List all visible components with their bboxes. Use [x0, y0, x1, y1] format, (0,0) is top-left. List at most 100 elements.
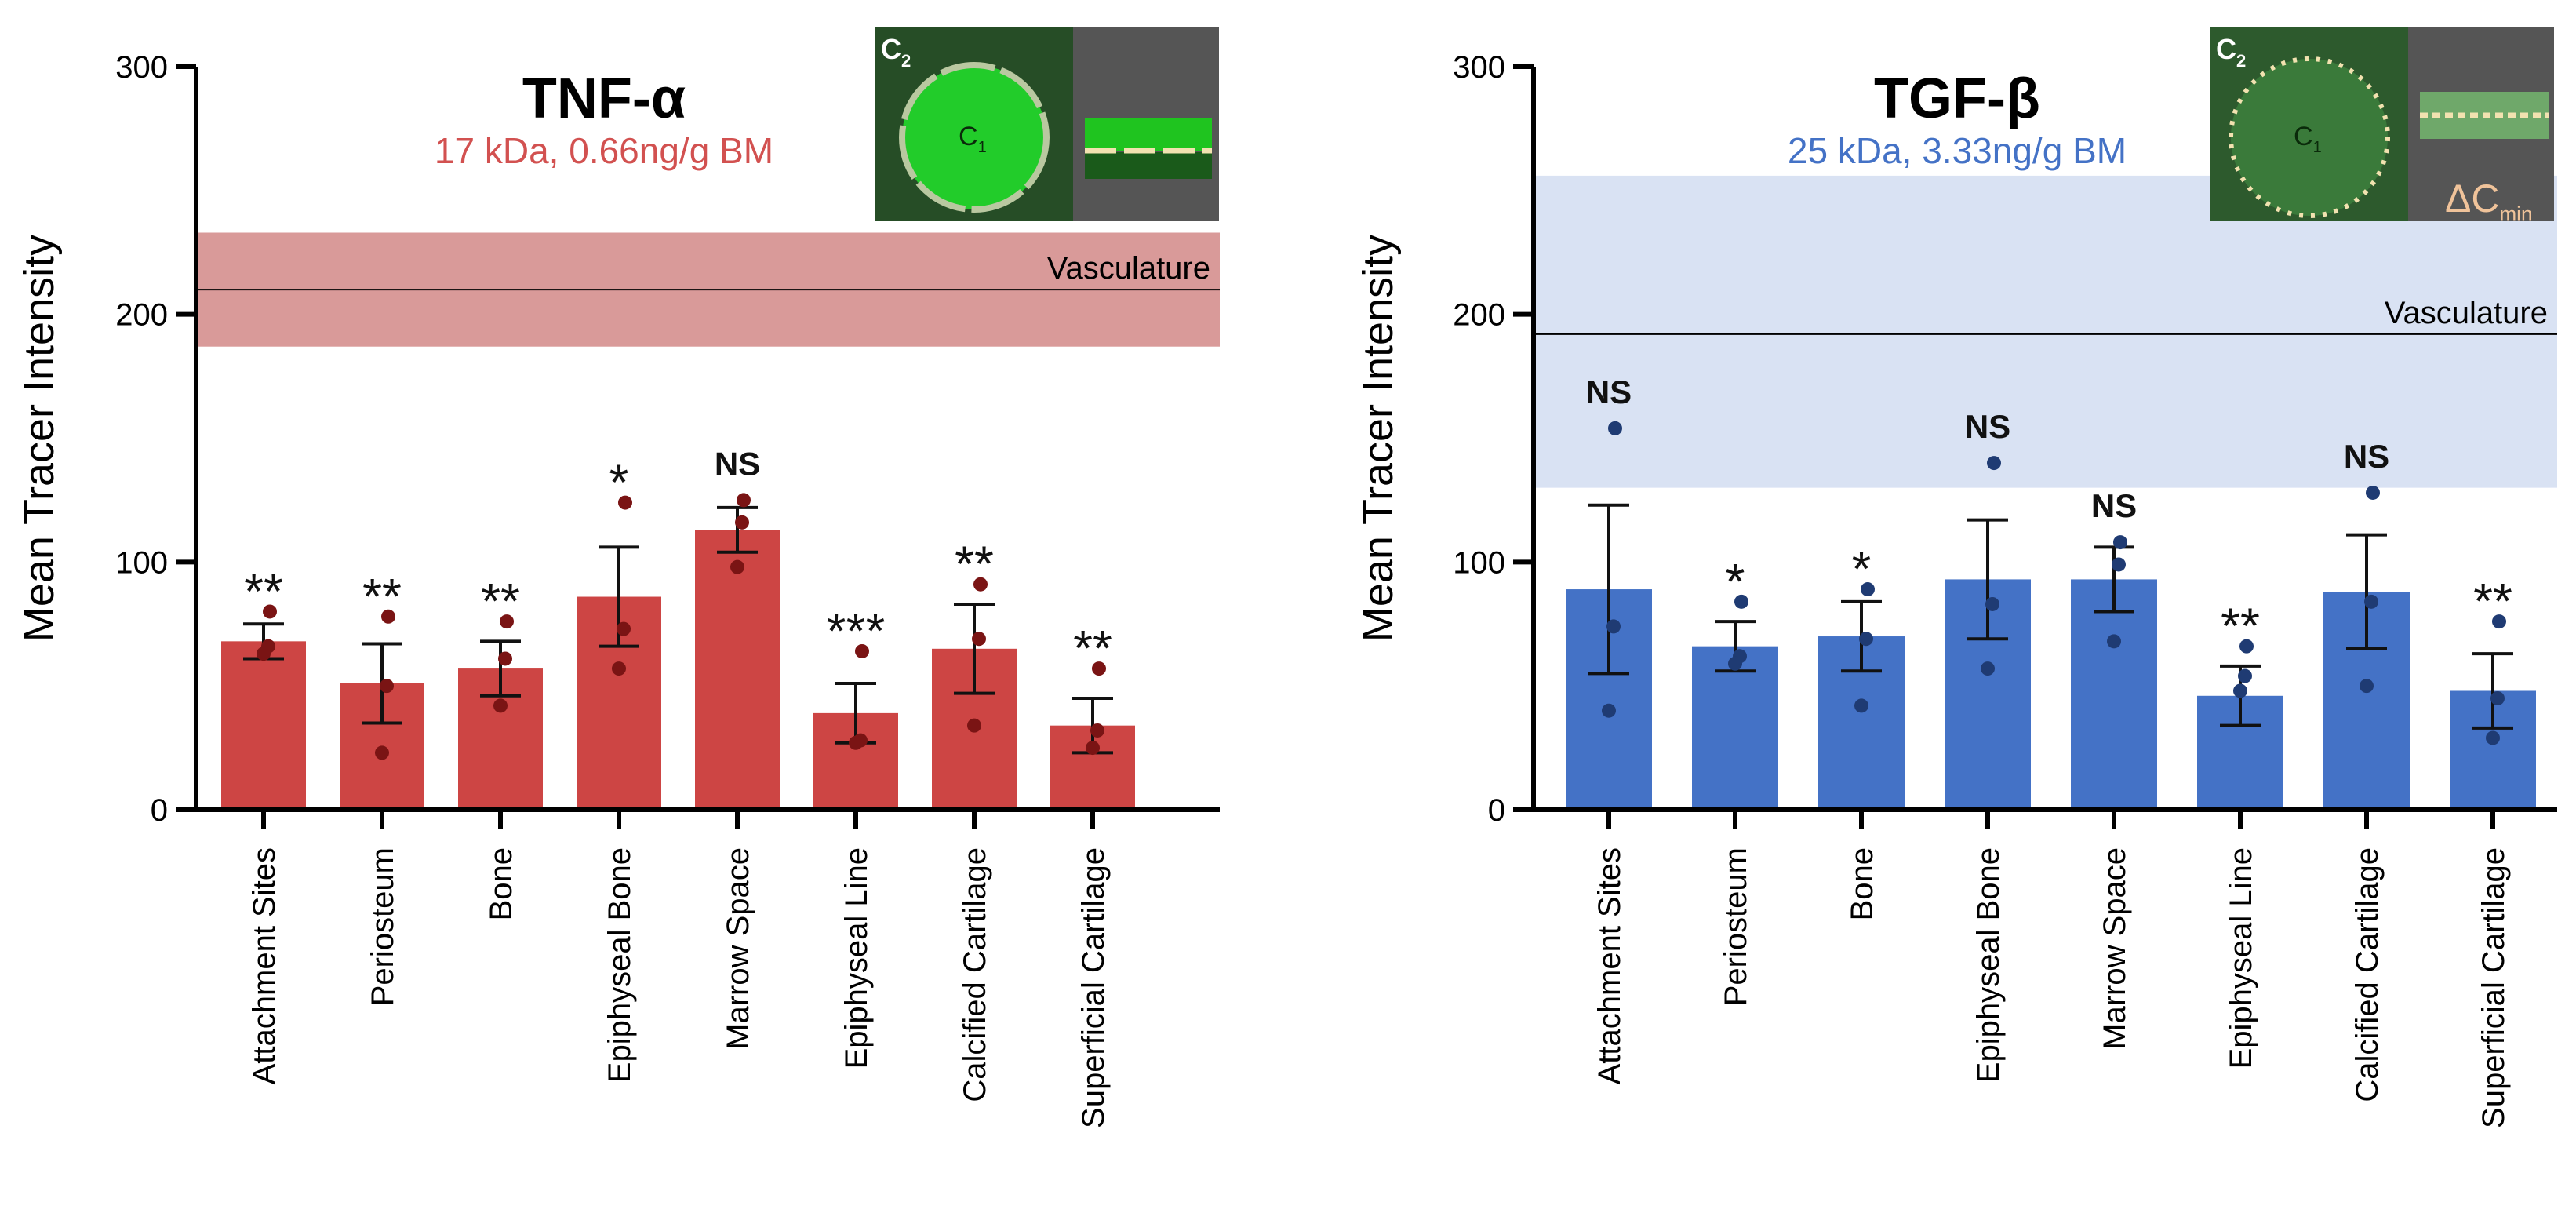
significance-label: **: [2473, 573, 2512, 629]
inset-membrane-top: [1085, 118, 1212, 151]
data-point: [618, 495, 632, 510]
significance-label: NS: [2344, 438, 2389, 475]
category-label: Calcified Cartilage: [2350, 847, 2385, 1102]
data-point: [1985, 596, 1999, 611]
data-point: [1734, 594, 1748, 609]
category-label: Periosteum: [366, 847, 400, 1006]
category-label: Attachment Sites: [247, 847, 282, 1084]
category-label: Bone: [484, 847, 518, 920]
tgf-beta-panel: Vasculature NS Attachment Sites * Periosteum…: [1355, 27, 2557, 1128]
data-point: [2113, 535, 2127, 550]
category-label: Superficial Cartilage: [1076, 847, 1111, 1128]
y-tick-label: 300: [1453, 50, 1505, 85]
data-point: [2360, 679, 2374, 694]
significance-label: *: [1852, 541, 1872, 597]
data-point: [1086, 741, 1100, 756]
inset-schematic: C2 C1: [875, 27, 1219, 221]
data-point: [1981, 661, 1995, 676]
data-point: [617, 621, 631, 636]
category-label: Marrow Space: [721, 847, 755, 1050]
significance-label: ***: [827, 603, 886, 659]
data-point: [257, 647, 271, 661]
tnf-alpha-panel: Vasculature ** Attachment Sites ** Periosteu…: [16, 27, 1220, 1128]
data-point: [2238, 668, 2252, 683]
inset-outer-label: C2: [881, 33, 911, 71]
category-label: Attachment Sites: [1592, 847, 1627, 1084]
y-tick-label: 100: [1453, 545, 1505, 580]
y-tick-label: 0: [151, 793, 168, 828]
category-label: Epiphyseal Line: [839, 847, 874, 1069]
inset-outer-label-main: C: [2216, 33, 2236, 65]
chart-title: TGF-β: [1874, 67, 2040, 130]
data-point: [263, 604, 277, 619]
significance-label: NS: [1965, 408, 2010, 445]
data-point: [1090, 723, 1104, 738]
data-point: [1854, 698, 1868, 713]
data-point: [2112, 557, 2126, 572]
data-point: [967, 718, 981, 733]
data-point: [612, 661, 626, 676]
data-point: [737, 493, 751, 508]
chart-title: TNF-α: [522, 67, 686, 130]
significance-label: **: [362, 568, 402, 625]
data-point: [1092, 661, 1106, 676]
y-tick-label: 200: [115, 298, 168, 333]
data-point: [730, 559, 744, 574]
significance-label: NS: [715, 445, 760, 482]
y-tick-label: 0: [1488, 793, 1505, 828]
data-point: [2239, 639, 2254, 654]
data-point: [1608, 421, 1622, 435]
data-point: [1987, 456, 2001, 471]
data-point: [2490, 690, 2505, 705]
inset-inner-label: C1: [959, 122, 987, 156]
inset-outer-label-main: C: [881, 33, 901, 65]
inset-delta-label: ΔCmin: [2445, 177, 2532, 226]
vasculature-label: Vasculature: [2385, 296, 2548, 330]
data-point: [380, 679, 394, 694]
data-point: [849, 735, 863, 750]
y-axis-label: Mean Tracer Intensity: [16, 235, 63, 642]
data-point: [972, 632, 986, 647]
data-point: [1602, 703, 1616, 718]
inset-inner-label-subscript: 1: [2313, 139, 2322, 156]
data-point: [375, 745, 389, 760]
data-point: [2364, 594, 2378, 609]
data-point: [2492, 614, 2506, 629]
data-point: [1859, 632, 1873, 647]
inset-inner-domain: [899, 62, 1050, 213]
significance-label: NS: [2091, 487, 2137, 524]
data-point: [493, 698, 508, 713]
y-axis-label: Mean Tracer Intensity: [1355, 235, 1402, 642]
chart-subtitle: 25 kDa, 3.33ng/g BM: [1788, 130, 2127, 171]
data-point: [973, 577, 988, 592]
data-point: [855, 643, 869, 658]
category-label: Superficial Cartilage: [2476, 847, 2511, 1128]
y-tick-label: 200: [1453, 298, 1505, 333]
vasculature-band: [1534, 175, 2557, 488]
data-point: [1728, 656, 1742, 671]
significance-label: **: [481, 573, 520, 629]
category-label: Calcified Cartilage: [958, 847, 992, 1102]
y-tick-label: 300: [115, 50, 168, 85]
bar: [2071, 579, 2157, 810]
significance-label: *: [1726, 553, 1745, 610]
data-point: [1861, 582, 1875, 597]
inset-delta-label-main: ΔC: [2445, 177, 2500, 220]
category-label: Bone: [1845, 847, 1879, 920]
inset-outer-label-subscript: 2: [2236, 51, 2246, 71]
data-point: [735, 515, 749, 530]
data-point: [2366, 485, 2380, 500]
category-label: Epiphyseal Bone: [602, 847, 637, 1083]
data-point: [381, 609, 395, 624]
data-point: [498, 651, 512, 666]
data-point: [1606, 619, 1621, 634]
inset-outer-label-subscript: 2: [901, 51, 911, 71]
inset-inner-domain: [2229, 56, 2390, 218]
bar: [1692, 646, 1778, 810]
category-label: Periosteum: [1719, 847, 1753, 1006]
significance-label: NS: [1586, 373, 1632, 410]
data-point: [2107, 634, 2121, 649]
category-label: Marrow Space: [2098, 847, 2132, 1050]
